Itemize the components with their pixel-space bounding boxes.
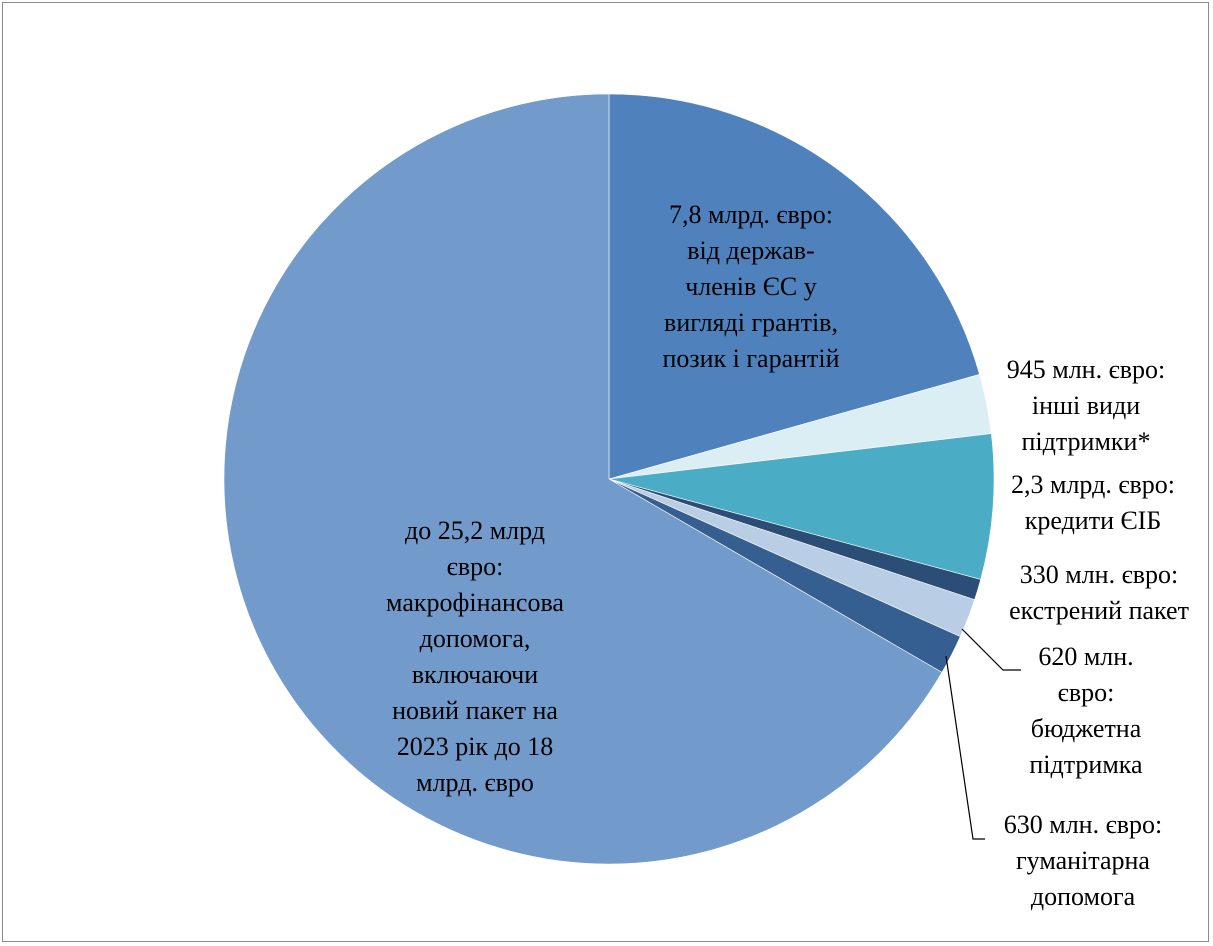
slice-label-4: 620 млн. євро: бюджетна підтримка <box>1029 642 1143 779</box>
slice-label-line: 2,3 млрд. євро: <box>1011 470 1175 499</box>
slice-label-line: 945 млн. євро: <box>1007 355 1166 384</box>
slice-label-line: новий пакет на <box>392 696 558 725</box>
pie-slices <box>223 93 995 865</box>
slice-label-line: підтримка <box>1029 750 1143 779</box>
slice-label-line: євро: <box>1058 678 1115 707</box>
slice-label-line: 2023 рік до 18 <box>397 732 554 761</box>
slice-label-6: до 25,2 млрд євро: макрофінансова допомога,… <box>386 516 564 797</box>
slice-label-5: 630 млн. євро: гуманітарна допомога <box>1004 810 1163 911</box>
slice-label-line: гуманітарна <box>1016 846 1150 875</box>
slice-label-line: млрд. євро <box>416 768 534 797</box>
leader-line-5 <box>945 655 985 840</box>
leader-line-4 <box>961 628 1021 671</box>
slice-label-line: 7,8 млрд. євро: <box>669 200 833 229</box>
slice-label-line: екстрений пакет <box>1009 596 1189 625</box>
slice-label-line: бюджетна <box>1031 714 1142 743</box>
slice-label-line: євро: <box>447 552 504 581</box>
slice-label-line: від держав- <box>687 236 814 265</box>
slice-label-0: 7,8 млрд. євро: від держав-членів ЄС у виг… <box>662 200 839 373</box>
slice-label-line: 620 млн. <box>1038 642 1133 671</box>
slice-label-line: вигляді грантів, <box>664 308 838 337</box>
slice-labels: 7,8 млрд. євро: від держав-членів ЄС у виг… <box>386 200 1189 911</box>
slice-label-2: 2,3 млрд. євро: кредити ЄІБ <box>1011 470 1175 535</box>
slice-label-line: 630 млн. євро: <box>1004 810 1163 839</box>
pie-slice-0 <box>608 93 980 480</box>
slice-label-3: 330 млн. євро: екстрений пакет <box>1009 560 1189 625</box>
slice-label-line: допомога, <box>420 624 531 653</box>
slice-label-line: членів ЄС у <box>685 272 817 301</box>
pie-slice-6 <box>223 93 943 865</box>
slice-label-line: макрофінансова <box>386 588 564 617</box>
slice-label-line: підтримки* <box>1022 427 1151 456</box>
slice-label-line: до 25,2 млрд <box>405 516 545 545</box>
slice-label-line: інші види <box>1032 391 1140 420</box>
slice-label-line: кредити ЄІБ <box>1025 506 1162 535</box>
slice-label-line: позик і гарантій <box>662 344 839 373</box>
slice-label-line: допомога <box>1031 882 1136 911</box>
slice-label-line: 330 млн. євро: <box>1020 560 1179 589</box>
slice-label-1: 945 млн. євро: інші види підтримки* <box>1007 355 1166 456</box>
pie-slice-2 <box>608 433 995 580</box>
pie-chart: 7,8 млрд. євро: від держав-членів ЄС у виг… <box>223 93 1189 911</box>
slice-label-line: включаючи <box>412 660 538 689</box>
leader-lines <box>945 628 1021 840</box>
